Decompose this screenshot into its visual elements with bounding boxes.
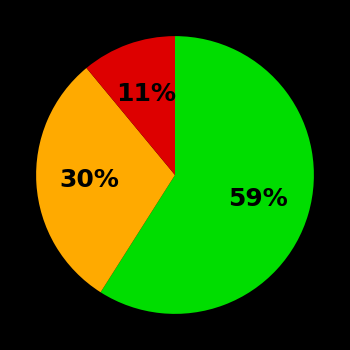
Text: 59%: 59% (228, 187, 288, 211)
Text: 30%: 30% (59, 168, 119, 192)
Text: 11%: 11% (116, 82, 176, 106)
Wedge shape (86, 36, 175, 175)
Wedge shape (36, 68, 175, 292)
Wedge shape (100, 36, 314, 314)
